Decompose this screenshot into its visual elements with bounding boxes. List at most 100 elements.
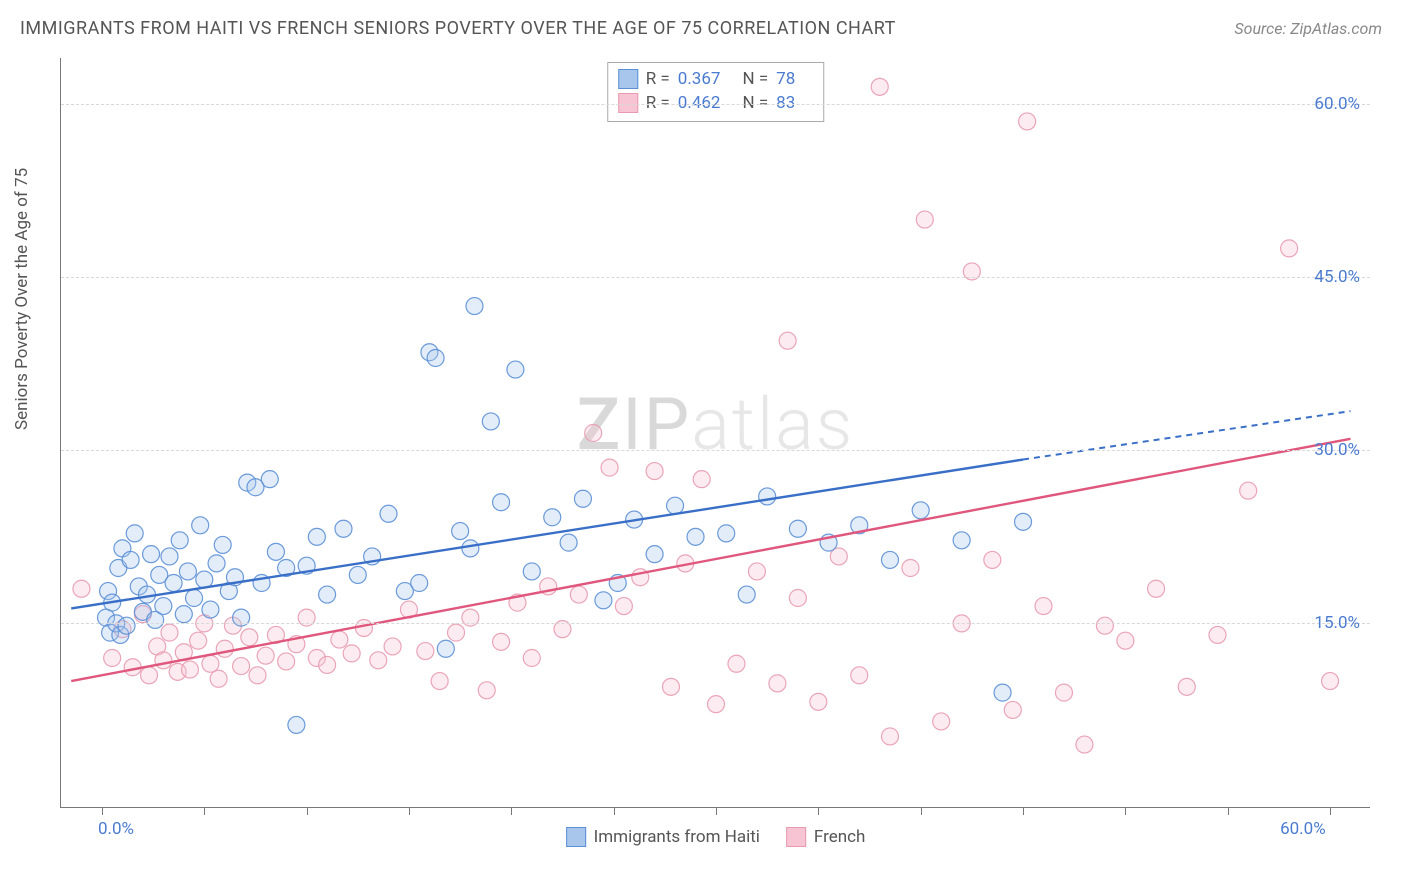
scatter-point: [186, 590, 203, 607]
scatter-point: [779, 332, 796, 349]
scatter-point: [308, 528, 325, 545]
scatter-point: [1004, 701, 1021, 718]
scatter-point: [1117, 632, 1134, 649]
gridline: [61, 623, 1370, 624]
x-tick: [818, 807, 819, 815]
scatter-point: [718, 525, 735, 542]
scatter-point: [1281, 240, 1298, 257]
scatter-point: [1178, 678, 1195, 695]
scatter-point: [708, 696, 725, 713]
scatter-point: [335, 520, 352, 537]
legend-label-pink: French: [814, 827, 865, 847]
scatter-point: [370, 652, 387, 669]
scatter-point: [601, 459, 618, 476]
scatter-point: [155, 598, 172, 615]
gridline: [61, 104, 1370, 105]
scatter-point: [953, 532, 970, 549]
scatter-point: [331, 631, 348, 648]
x-tick: [511, 807, 512, 815]
scatter-point: [214, 536, 231, 553]
scatter-point: [759, 488, 776, 505]
scatter-point: [73, 580, 90, 597]
scatter-point: [789, 590, 806, 607]
scatter-point: [161, 548, 178, 565]
scatter-point: [1076, 736, 1093, 753]
scatter-point: [165, 575, 182, 592]
scatter-point: [523, 563, 540, 580]
scatter-point: [143, 546, 160, 563]
legend-item-blue: Immigrants from Haiti: [566, 827, 760, 847]
scatter-point: [261, 471, 278, 488]
scatter-point: [585, 425, 602, 442]
scatter-point: [507, 361, 524, 378]
scatter-point: [141, 667, 158, 684]
x-tick-label: 0.0%: [98, 819, 134, 839]
x-tick: [716, 807, 717, 815]
scatter-point: [881, 551, 898, 568]
y-tick-label: 60.0%: [1314, 94, 1360, 114]
scatter-point: [493, 494, 510, 511]
scatter-point: [738, 586, 755, 603]
scatter-point: [181, 661, 198, 678]
scatter-point: [427, 350, 444, 367]
n-value-pink: 83: [776, 93, 795, 113]
swatch-blue-icon: [566, 827, 586, 847]
swatch-pink-icon: [786, 827, 806, 847]
scatter-point: [881, 728, 898, 745]
scatter-point: [437, 640, 454, 657]
y-tick-label: 30.0%: [1314, 440, 1360, 460]
y-tick-label: 15.0%: [1314, 613, 1360, 633]
scatter-point: [851, 667, 868, 684]
scatter-point: [355, 620, 372, 637]
scatter-point: [349, 566, 366, 583]
scatter-point: [175, 606, 192, 623]
scatter-point: [916, 211, 933, 228]
scatter-point: [1019, 113, 1036, 130]
chart-title: IMMIGRANTS FROM HAITI VS FRENCH SENIORS …: [20, 18, 896, 39]
scatter-point: [126, 525, 143, 542]
scatter-point: [202, 601, 219, 618]
scatter-point: [448, 624, 465, 641]
scatter-point: [1322, 673, 1339, 690]
legend-label-blue: Immigrants from Haiti: [594, 827, 760, 847]
scatter-point: [257, 647, 274, 664]
stats-legend-row-blue: R = 0.367 N = 78: [618, 67, 810, 91]
chart-svg: [61, 58, 1370, 807]
scatter-point: [208, 555, 225, 572]
scatter-point: [1148, 580, 1165, 597]
scatter-point: [462, 540, 479, 557]
scatter-point: [482, 413, 499, 430]
scatter-point: [384, 638, 401, 655]
scatter-point: [493, 633, 510, 650]
scatter-point: [560, 534, 577, 551]
scatter-point: [615, 598, 632, 615]
scatter-point: [155, 652, 172, 669]
scatter-point: [288, 716, 305, 733]
legend-item-pink: French: [786, 827, 865, 847]
scatter-point: [748, 563, 765, 580]
series-legend: Immigrants from Haiti French: [566, 827, 866, 847]
scatter-point: [452, 523, 469, 540]
scatter-point: [646, 546, 663, 563]
scatter-point: [233, 658, 250, 675]
scatter-point: [789, 520, 806, 537]
scatter-point: [994, 684, 1011, 701]
scatter-point: [728, 655, 745, 672]
stats-legend: R = 0.367 N = 78 R = 0.462 N = 83: [607, 62, 825, 122]
title-row: IMMIGRANTS FROM HAITI VS FRENCH SENIORS …: [20, 18, 1382, 39]
scatter-point: [411, 575, 428, 592]
scatter-point: [343, 645, 360, 662]
gridline: [61, 450, 1370, 451]
scatter-point: [667, 497, 684, 514]
scatter-point: [1209, 626, 1226, 643]
scatter-point: [466, 298, 483, 315]
scatter-point: [902, 560, 919, 577]
scatter-point: [1096, 617, 1113, 634]
trend-line-extrapolated: [1023, 411, 1351, 459]
scatter-point: [171, 532, 188, 549]
x-tick: [307, 807, 308, 815]
scatter-point: [216, 640, 233, 657]
y-axis-label: Seniors Poverty Over the Age of 75: [12, 168, 32, 430]
x-tick: [1330, 807, 1331, 815]
x-tick: [1023, 807, 1024, 815]
